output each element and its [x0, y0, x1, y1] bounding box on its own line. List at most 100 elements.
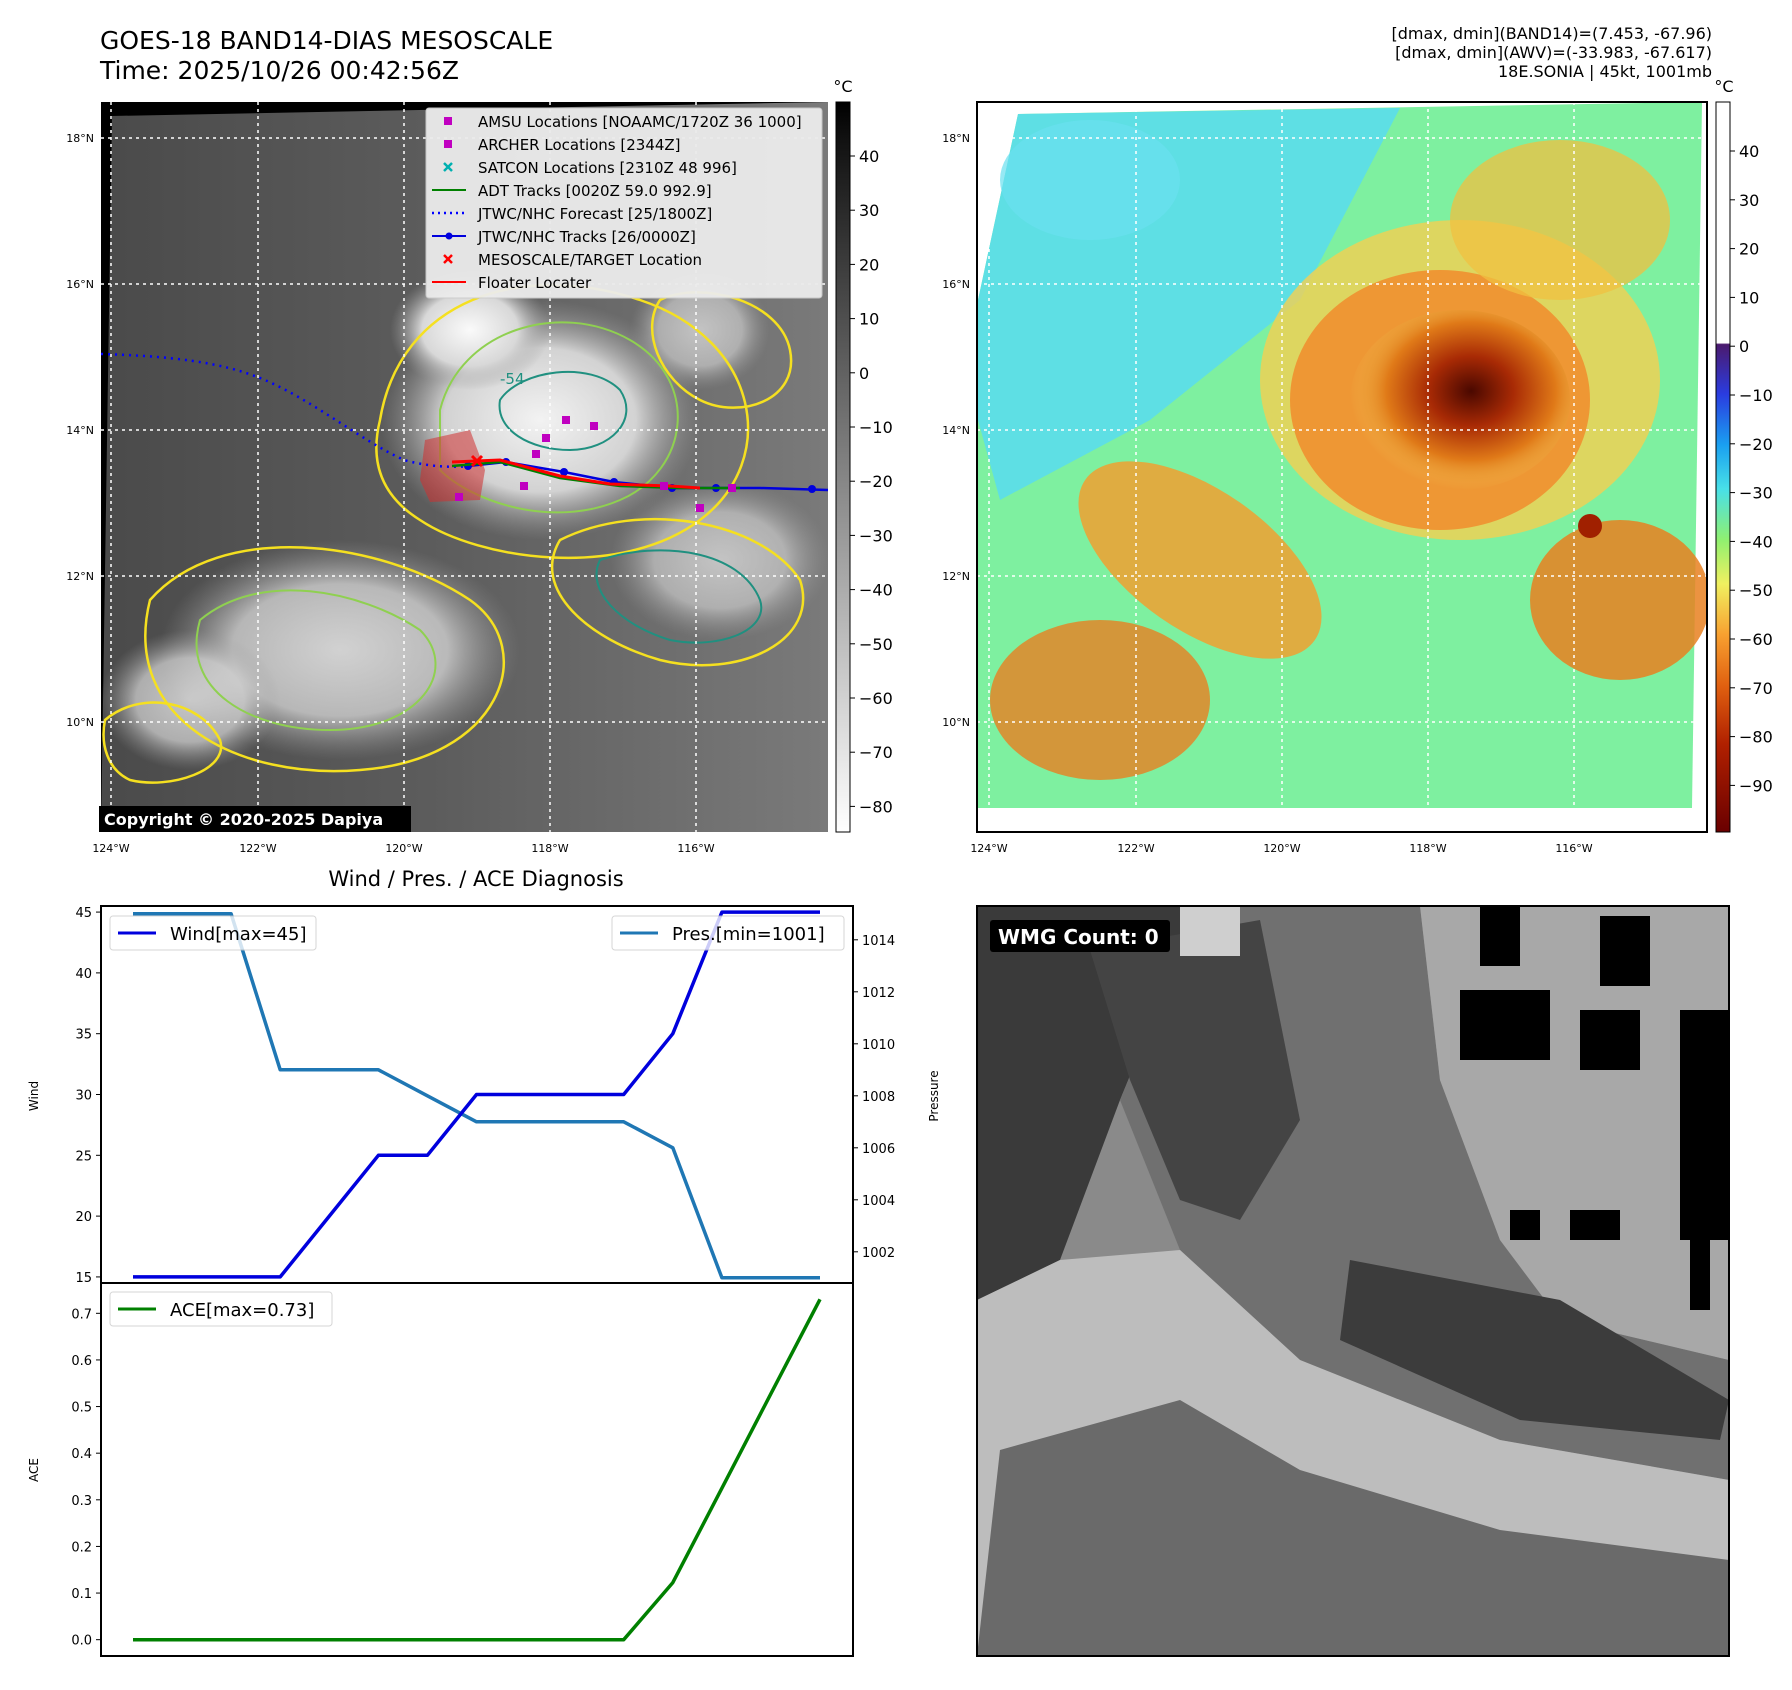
copyright-text: Copyright © 2020-2025 Dapiya — [104, 810, 383, 829]
colorbar-tick-label: −80 — [1739, 728, 1773, 747]
colorbar-tick-label: −50 — [859, 635, 893, 654]
wind-tick-label: 15 — [75, 1271, 92, 1286]
colorbar-tick-label: 40 — [859, 147, 879, 166]
ace-tick-label: 0.4 — [71, 1447, 92, 1462]
lon-label: 116°W — [1555, 842, 1592, 855]
ace-tick-label: 0.1 — [71, 1587, 92, 1602]
pressure-legend-label: Pres.[min=1001] — [672, 924, 825, 945]
colorbar-tick-label: −20 — [859, 472, 893, 491]
lon-label: 120°W — [385, 842, 422, 855]
ir-colorbar: °C 40 30 20 10 0 −10 −20 −30 −40 −50 −60 −70 −80 — [833, 77, 893, 833]
stats-block: [dmax, dmin](BAND14)=(7.453, -67.96) [dm… — [1392, 24, 1713, 81]
lon-label: 124°W — [970, 842, 1007, 855]
legend-label: MESOSCALE/TARGET Location — [478, 251, 702, 269]
copyright-badge — [99, 806, 411, 832]
legend-label: ARCHER Locations [2344Z] — [478, 136, 681, 154]
colorbar-tick-label: −90 — [1739, 776, 1773, 795]
ace-legend-label: ACE[max=0.73] — [170, 1300, 314, 1321]
colorbar-tick-label: −60 — [1739, 630, 1773, 649]
product-title: GOES-18 BAND14-DIAS MESOSCALE — [100, 26, 554, 55]
legend-item: MESOSCALE/TARGET Location — [443, 251, 702, 269]
legend-label: AMSU Locations [NOAAMC/1720Z 36 1000] — [478, 113, 802, 131]
colorbar-tick-label: −70 — [859, 743, 893, 762]
lat-label: 16°N — [66, 278, 94, 291]
pressure-axis-label: Pressure — [927, 1070, 941, 1121]
lat-label: 16°N — [942, 278, 970, 291]
legend-label: Floater Locater — [478, 274, 592, 292]
pressure-tick-label: 1002 — [862, 1246, 895, 1261]
colorbar-tick-label: −40 — [859, 581, 893, 600]
pressure-tick-label: 1004 — [862, 1194, 895, 1209]
colorbar-tick-label: 30 — [1739, 191, 1759, 210]
colorbar-tick-label: 0 — [859, 364, 869, 383]
enhanced-map-gridlines — [977, 102, 1707, 832]
legend-item: ADT Tracks [0020Z 59.0 992.9] — [432, 182, 712, 200]
lat-label: 12°N — [942, 570, 970, 583]
wind-axis-label: Wind — [27, 1081, 41, 1111]
figure-title: GOES-18 BAND14-DIAS MESOSCALE Time: 2025… — [100, 26, 553, 86]
ace-tick-label: 0.7 — [71, 1307, 92, 1322]
product-time: Time: 2025/10/26 00:42:56Z — [100, 56, 459, 85]
lon-label: 122°W — [1117, 842, 1154, 855]
lat-label: 18°N — [942, 132, 970, 145]
floater-track — [451, 458, 701, 490]
legend-item: JTWC/NHC Tracks [26/0000Z] — [432, 228, 696, 246]
lat-label: 10°N — [66, 716, 94, 729]
pressure-tick-label: 1006 — [862, 1142, 895, 1157]
wind-tick-label: 35 — [75, 1028, 92, 1043]
wmg-panel: WMG Count: 0 — [976, 905, 1730, 1657]
colorbar-tick-label: −10 — [1739, 386, 1773, 405]
colorbar-tick-label: −60 — [859, 689, 893, 708]
wind-legend-label: Wind[max=45] — [170, 924, 307, 945]
red-x-icon — [443, 254, 453, 264]
colorbar-tick-label: 40 — [1739, 142, 1759, 161]
ir-colorbar-unit: °C — [833, 77, 852, 96]
enhanced-map-panel — [976, 101, 1708, 833]
wind-pressure-chart: Wind / Pres. / ACE Diagnosis Wind Pressu… — [27, 867, 941, 1286]
ace-legend: ACE[max=0.73] — [109, 1291, 333, 1327]
colorbar-tick-label: 10 — [1739, 288, 1759, 307]
colorbar-tick-label: −70 — [1739, 679, 1773, 698]
ace-axis-label: ACE — [27, 1458, 41, 1482]
wind-legend: Wind[max=45] — [109, 915, 317, 951]
enhanced-colorbar-unit: °C — [1714, 77, 1733, 96]
magenta-square-icon — [444, 140, 452, 148]
legend-item: SATCON Locations [2310Z 48 996] — [443, 159, 737, 177]
colorbar-tick-label: −80 — [859, 797, 893, 816]
pressure-tick-label: 1008 — [862, 1090, 895, 1105]
pressure-tick-label: 1014 — [862, 934, 895, 949]
colorbar-tick-label: 20 — [1739, 240, 1759, 259]
blue-line-dot-icon — [432, 232, 466, 240]
lon-label: 118°W — [531, 842, 568, 855]
wind-series-line — [133, 910, 820, 1279]
amsu-archer-markers — [455, 416, 736, 512]
cyan-x-icon — [443, 162, 453, 172]
legend-label: JTWC/NHC Forecast [25/1800Z] — [477, 205, 712, 223]
wmg-count-text: WMG Count: 0 — [998, 925, 1159, 949]
ace-tick-label: 0.3 — [71, 1494, 92, 1509]
wind-tick-label: 40 — [75, 967, 92, 982]
colorbar-tick-label: −20 — [1739, 435, 1773, 454]
legend-label: SATCON Locations [2310Z 48 996] — [478, 159, 737, 177]
lat-label: 18°N — [66, 132, 94, 145]
storm-info: 18E.SONIA | 45kt, 1001mb — [1497, 62, 1712, 81]
ace-plot-area — [100, 1282, 854, 1657]
lon-label: 120°W — [1263, 842, 1300, 855]
lat-label: 14°N — [942, 424, 970, 437]
target-marker — [470, 454, 484, 468]
legend-item: ARCHER Locations [2344Z] — [444, 136, 681, 154]
pressure-tick-label: 1012 — [862, 986, 895, 1001]
colorbar-tick-label: −40 — [1739, 532, 1773, 551]
colorbar-tick-label: 10 — [859, 310, 879, 329]
wind-tick-label: 25 — [75, 1149, 92, 1164]
pressure-tick-label: 1010 — [862, 1038, 895, 1053]
colorbar-tick-label: 20 — [859, 255, 879, 274]
pressure-series-line — [133, 912, 820, 1280]
enhanced-colorbar: °C 40 30 20 10 0 −10 −20 −30 −40 −50 −60 −70 −80 −90 — [1714, 77, 1773, 833]
stats-band14: [dmax, dmin](BAND14)=(7.453, -67.96) — [1391, 24, 1713, 43]
magenta-square-icon — [444, 117, 452, 125]
legend-label: ADT Tracks [0020Z 59.0 992.9] — [478, 182, 712, 200]
map-legend: AMSU Locations [NOAAMC/1720Z 36 1000] ARC… — [425, 107, 823, 299]
ace-tick-label: 0.6 — [71, 1354, 92, 1369]
stats-awv: [dmax, dmin](AWV)=(-33.983, -67.617) — [1395, 43, 1712, 62]
